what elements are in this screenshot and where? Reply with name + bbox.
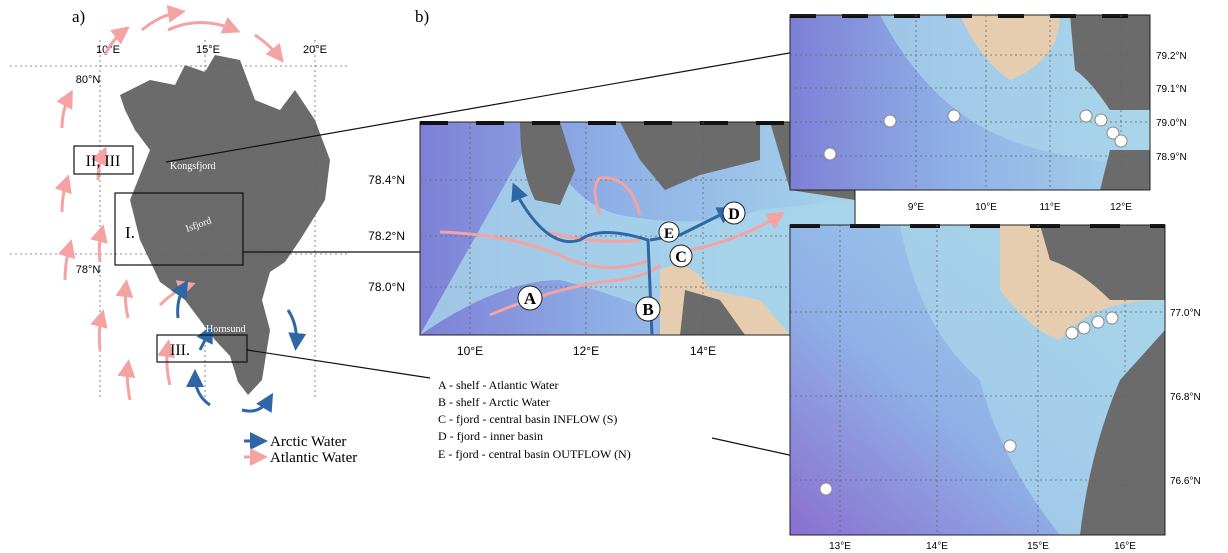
lon-label: 14°E: [926, 541, 948, 552]
lon-label: 12°E: [1110, 202, 1132, 213]
stations: [819, 311, 1119, 496]
key-item: E - fjord - central basin OUTFLOW (N): [438, 447, 631, 461]
area-box: [73, 145, 134, 175]
lon-label: 15°E: [1027, 541, 1049, 552]
box-label: II, III: [86, 153, 121, 170]
land: [1100, 150, 1150, 190]
leader-line: [165, 44, 821, 163]
lat-label: 76.6°N: [1170, 476, 1201, 487]
lat-label: 79.0°N: [1156, 118, 1187, 129]
key-item: C - fjord - central basin INFLOW (S): [438, 412, 617, 426]
lon-label: 9°E: [908, 202, 925, 213]
lat-label: 80°N: [76, 74, 101, 86]
land: [1070, 15, 1150, 110]
lon-label: 16°E: [1114, 541, 1136, 552]
area-box: [156, 334, 248, 363]
marker-label: B: [642, 300, 653, 319]
grid: [790, 225, 1165, 535]
key-item: B - shelf - Arctic Water: [438, 395, 550, 409]
marker: [635, 296, 661, 322]
marker: [722, 201, 746, 225]
area-box: [114, 192, 244, 266]
lat-label: 78.4°N: [368, 173, 405, 187]
marker: [669, 244, 693, 268]
marker-label: A: [524, 289, 537, 308]
inset-kongsfjord: 79.2°N 79.1°N 79.0°N 78.9°N 9°E 10°E 11°…: [789, 14, 1187, 213]
map-frame: [789, 14, 1151, 191]
lat-label: 78.2°N: [368, 229, 405, 243]
lat-label: 79.2°N: [1156, 51, 1187, 62]
key-item: D - fjord - inner basin: [438, 429, 543, 443]
legend-label: Arctic Water: [270, 434, 346, 450]
map-frame: [789, 224, 1166, 536]
lat-label: 76.8°N: [1170, 392, 1201, 403]
place-label: Kongsfjord: [170, 161, 216, 172]
panel-a: a) 10°E 15°E 20°E 80°N 78°N II, III I. I…: [10, 4, 357, 466]
lon-label: 14°E: [690, 344, 716, 358]
land: [520, 122, 575, 205]
svalbard-land: [120, 55, 330, 395]
atlantic-arrows: [54, 4, 284, 401]
marker: [658, 221, 680, 243]
panel-label: b): [415, 7, 429, 26]
legend-label: Atlantic Water: [270, 450, 357, 466]
lon-label: 10°E: [975, 202, 997, 213]
marker-label: C: [675, 249, 687, 266]
lon-label: 11°E: [1039, 202, 1060, 213]
lon-label: 12°E: [573, 344, 599, 358]
lon-label: 20°E: [303, 44, 327, 56]
leader-line: [246, 349, 431, 379]
lat-label: 77.0°N: [1170, 308, 1201, 319]
panel-b: b) A B C D E 78.4°N 78.2°N 78.0°N 10°E 1…: [368, 7, 856, 461]
box-label: I.: [125, 223, 135, 242]
box-label: III.: [170, 342, 190, 359]
lat-label: 78°N: [76, 264, 101, 276]
lat-label: 78.0°N: [368, 280, 405, 294]
lon-label: 15°E: [196, 44, 220, 56]
marker-label: E: [664, 226, 674, 242]
land-coast: [960, 15, 1060, 80]
lat-label: 78.9°N: [1156, 152, 1187, 163]
stations: [823, 109, 1128, 161]
marker-label: D: [728, 206, 740, 223]
place-label: Hornsund: [206, 324, 245, 335]
lon-label: 13°E: [829, 541, 851, 552]
lon-label: 10°E: [457, 344, 483, 358]
panel-label: a): [72, 7, 85, 26]
land: [1040, 225, 1165, 300]
land: [1080, 330, 1165, 535]
grid: [790, 15, 1150, 190]
inset-hornsund: 77.0°N 76.8°N 76.6°N 13°E 14°E 15°E 16°E: [789, 224, 1201, 552]
key-item: A - shelf - Atlantic Water: [438, 378, 558, 392]
arctic-arrows: [171, 279, 307, 413]
land: [680, 290, 745, 335]
lat-label: 79.1°N: [1156, 84, 1187, 95]
land: [620, 122, 760, 190]
marker: [517, 285, 543, 311]
